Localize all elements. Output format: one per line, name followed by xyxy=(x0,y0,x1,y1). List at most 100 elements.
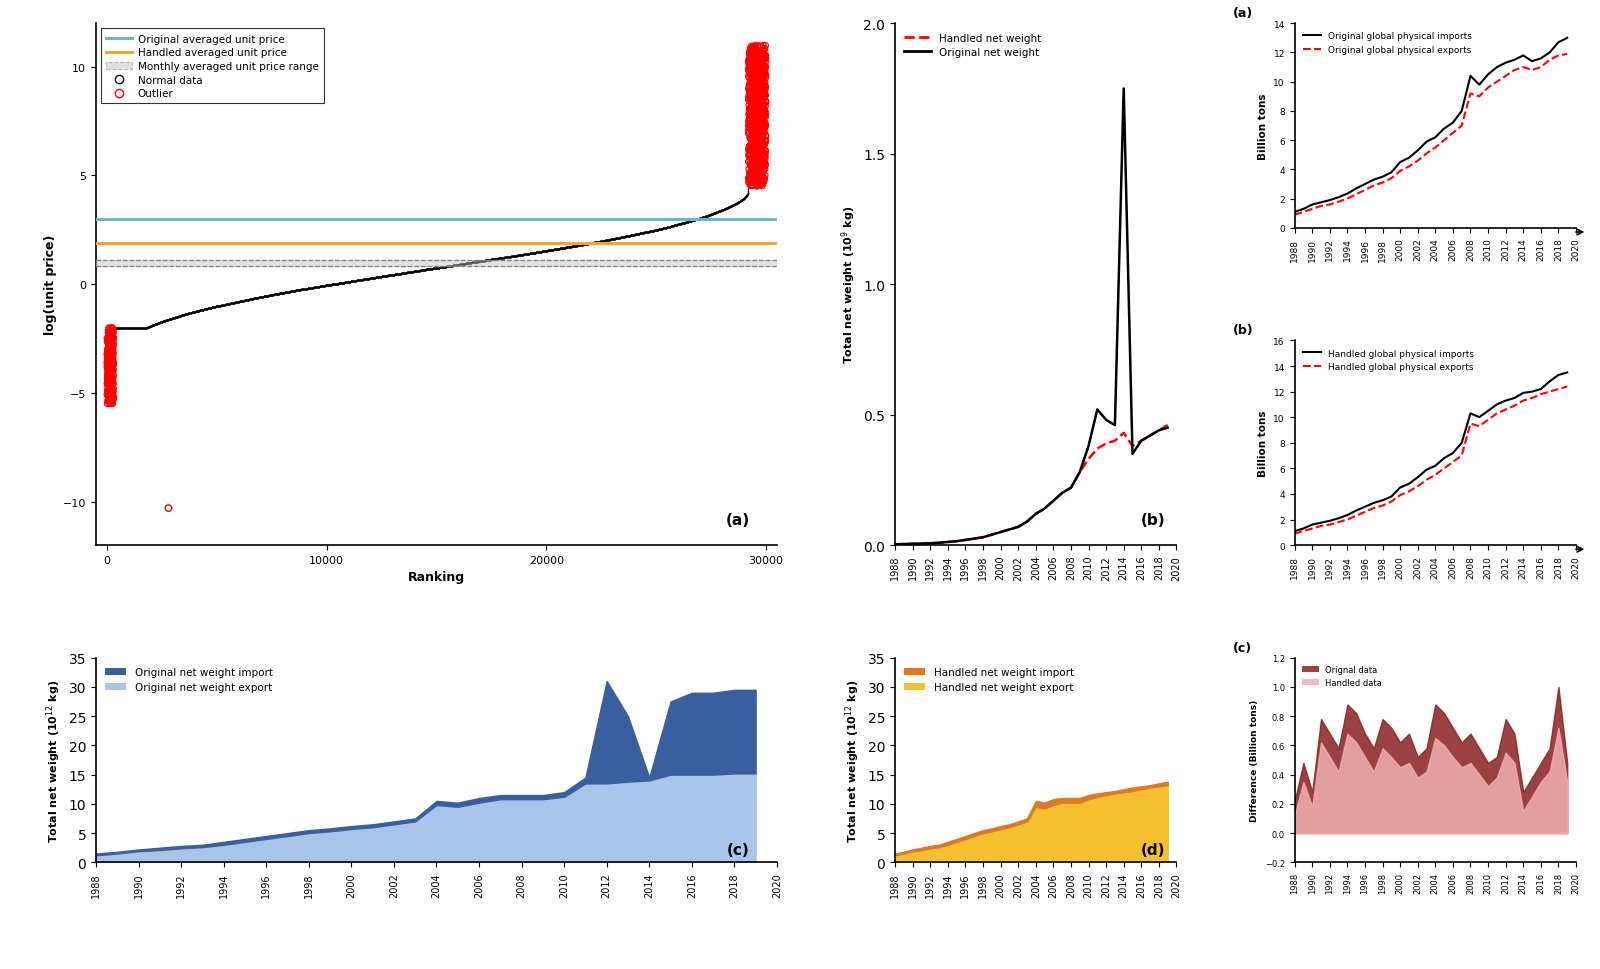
Point xyxy=(432,260,458,275)
Point xyxy=(611,230,637,245)
Point xyxy=(712,202,738,217)
Point xyxy=(531,244,557,260)
Point xyxy=(707,203,733,219)
Point xyxy=(378,268,403,284)
Point xyxy=(157,312,182,328)
Point xyxy=(698,207,723,223)
Point xyxy=(192,302,218,318)
Point xyxy=(230,294,256,309)
Point xyxy=(130,321,155,336)
Point xyxy=(582,235,608,251)
Point xyxy=(498,250,523,266)
Point xyxy=(416,262,442,277)
Point xyxy=(320,277,346,293)
Point xyxy=(578,236,603,252)
Point xyxy=(318,277,344,293)
Point xyxy=(432,260,458,275)
Point xyxy=(595,233,621,248)
Point xyxy=(166,309,192,325)
Point xyxy=(667,217,693,233)
Point xyxy=(638,224,664,239)
Point xyxy=(445,258,470,273)
Point xyxy=(515,247,541,263)
Point xyxy=(685,212,710,228)
Point xyxy=(699,207,725,223)
Point xyxy=(122,321,147,336)
Point xyxy=(694,208,720,224)
Point xyxy=(115,321,141,336)
Point xyxy=(240,292,266,307)
Point xyxy=(547,241,573,257)
Point xyxy=(542,242,568,258)
Point xyxy=(379,267,405,283)
Point xyxy=(171,307,197,323)
Point xyxy=(402,265,427,280)
Point xyxy=(518,246,544,262)
Point xyxy=(504,248,530,264)
Point xyxy=(702,206,728,222)
Point xyxy=(373,268,398,284)
Point xyxy=(102,321,128,336)
Point xyxy=(432,260,458,275)
Point xyxy=(597,233,622,248)
Point xyxy=(134,321,160,336)
Point xyxy=(621,228,646,243)
Point xyxy=(635,225,661,240)
Point xyxy=(672,215,698,231)
Point xyxy=(378,268,403,284)
Point xyxy=(731,191,757,206)
Point xyxy=(229,294,254,309)
Point xyxy=(547,241,573,257)
Point xyxy=(576,236,602,252)
Point xyxy=(194,301,219,317)
Point xyxy=(96,388,122,403)
Point xyxy=(546,241,571,257)
Point xyxy=(674,215,699,231)
Point xyxy=(648,222,674,237)
Point xyxy=(616,229,642,244)
Point xyxy=(162,310,187,326)
Point xyxy=(158,312,184,328)
Point xyxy=(730,193,755,208)
Point xyxy=(195,301,221,317)
Point xyxy=(434,260,459,275)
Point xyxy=(702,205,728,221)
Point xyxy=(675,214,701,230)
Point xyxy=(614,230,640,245)
Point xyxy=(451,257,477,272)
Point xyxy=(211,297,237,313)
Point xyxy=(333,275,358,291)
Point xyxy=(234,293,259,308)
Point xyxy=(286,283,312,298)
Point xyxy=(693,209,718,225)
Point xyxy=(557,239,582,255)
Point xyxy=(517,246,542,262)
Point xyxy=(488,251,514,266)
Point xyxy=(477,253,502,268)
Point xyxy=(347,273,373,289)
Point xyxy=(320,277,346,293)
Point xyxy=(146,316,171,331)
Point xyxy=(722,198,747,213)
Point xyxy=(427,261,453,276)
Point xyxy=(134,321,160,336)
Point xyxy=(442,259,467,274)
Point xyxy=(605,231,630,246)
Point xyxy=(267,287,293,302)
Point xyxy=(451,257,477,272)
Point xyxy=(245,291,270,306)
Point xyxy=(477,253,502,268)
Point xyxy=(222,296,248,311)
Point xyxy=(546,241,571,257)
Point xyxy=(144,317,170,332)
Point xyxy=(635,225,661,240)
Point xyxy=(362,270,387,286)
Point xyxy=(326,276,352,292)
Point xyxy=(710,203,736,218)
Point xyxy=(642,223,667,238)
Point xyxy=(504,249,530,265)
Point xyxy=(208,298,234,314)
Point xyxy=(723,196,749,211)
Point xyxy=(293,282,318,297)
Point xyxy=(376,268,402,284)
